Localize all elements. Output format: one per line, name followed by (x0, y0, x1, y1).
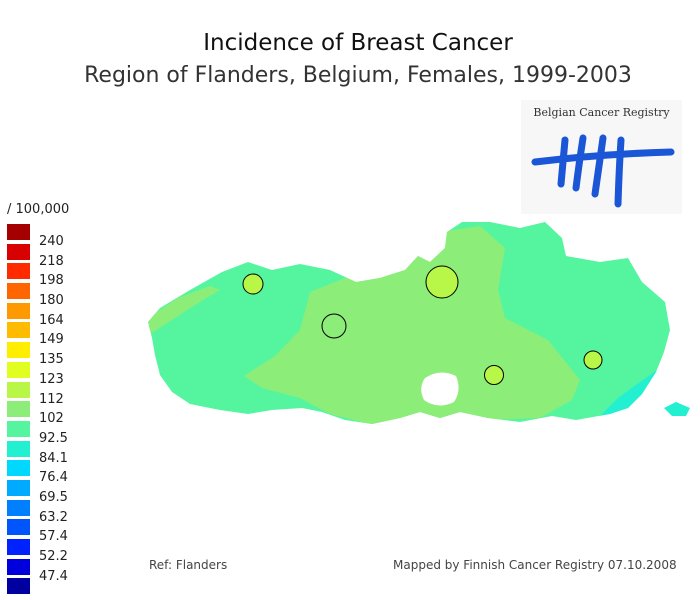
legend-swatch (7, 263, 30, 280)
legend-label: 69.5 (39, 489, 68, 505)
legend-label: 63.2 (39, 509, 68, 525)
legend-swatch (7, 440, 30, 457)
legend-label: 218 (39, 253, 64, 269)
map-subtitle: Region of Flanders, Belgium, Females, 19… (84, 63, 632, 88)
legend-swatch (7, 460, 30, 477)
belgian-cancer-registry-logo: Belgian Cancer Registry (521, 100, 682, 214)
region-84-1-islet (664, 402, 690, 416)
city-marker (484, 365, 504, 385)
map-regions (148, 222, 670, 424)
legend-swatch (7, 224, 30, 240)
legend-swatch (7, 243, 30, 260)
legend-swatch (7, 558, 30, 575)
legend-swatch (7, 519, 30, 536)
legend-label: 57.4 (39, 529, 68, 545)
legend-label: 198 (39, 273, 64, 289)
city-marker (583, 350, 603, 370)
legend-swatch (7, 499, 30, 516)
legend-label: 47.4 (39, 568, 68, 584)
legend-label: 123 (39, 371, 64, 387)
legend-swatch (7, 420, 30, 437)
legend-label: 164 (39, 312, 64, 328)
legend-label: 92.5 (39, 430, 68, 446)
map-title: Incidence of Breast Cancer (203, 30, 513, 56)
legend-label: 180 (39, 293, 64, 309)
legend-label: 102 (39, 411, 64, 427)
legend-swatch (7, 283, 30, 300)
legend-swatch (7, 479, 30, 496)
tally-marks-icon (531, 134, 675, 208)
legend-label: 52.2 (39, 549, 68, 564)
legend-label: 240 (39, 234, 64, 249)
city-markers (242, 265, 603, 385)
legend-unit: / 100,000 (7, 202, 70, 217)
city-marker (242, 273, 264, 295)
legend-swatch (7, 381, 30, 398)
legend-swatch (7, 302, 30, 319)
legend-swatch (7, 322, 30, 339)
legend-swatch (7, 578, 30, 595)
legend-label: 84.1 (39, 450, 68, 466)
legend-label: 112 (39, 391, 64, 407)
legend-label: 76.4 (39, 470, 68, 486)
reference-note: Ref: Flanders (149, 558, 228, 572)
logo-text: Belgian Cancer Registry (533, 106, 670, 119)
city-marker (425, 265, 459, 299)
legend-swatch (7, 539, 30, 555)
city-marker (321, 313, 347, 339)
legend-swatch (7, 401, 30, 418)
map-hole (421, 372, 459, 406)
legend-swatch (7, 342, 30, 359)
region-102-west-edge (148, 286, 220, 334)
legend-swatch (7, 361, 30, 378)
legend-label: 149 (39, 332, 64, 348)
legend-label: 135 (39, 352, 64, 368)
map-credit: Mapped by Finnish Cancer Registry 07.10.… (393, 558, 677, 572)
